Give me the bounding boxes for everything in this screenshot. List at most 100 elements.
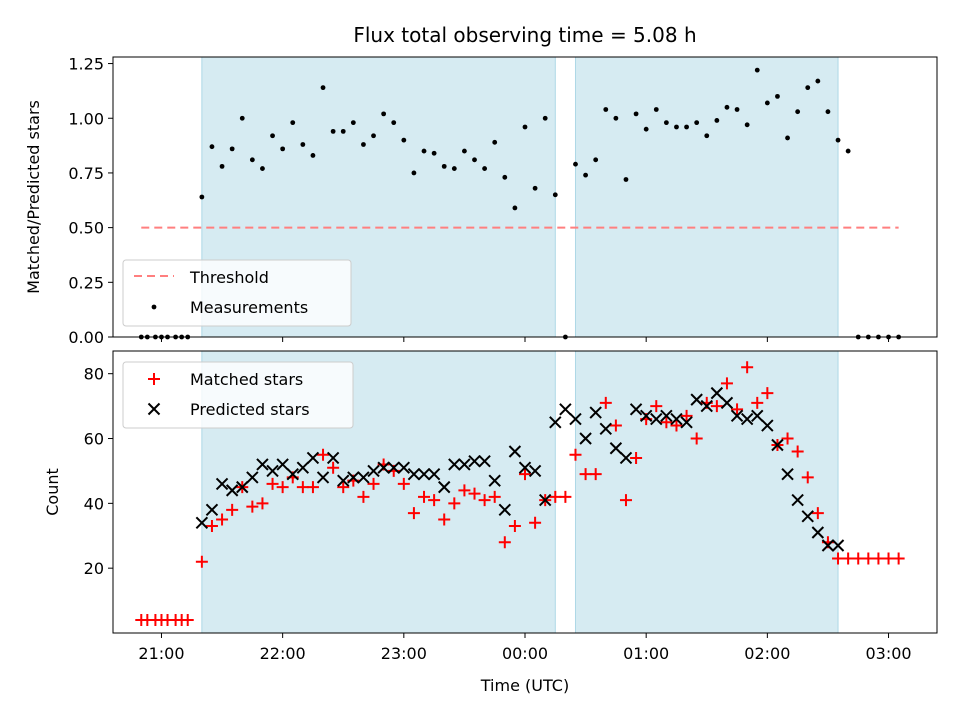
measurement-point: [451, 166, 457, 171]
measurement-point: [209, 144, 215, 150]
bottom-legend-box: [122, 361, 354, 429]
matched-star-point: [549, 490, 562, 503]
predicted-star-point: [458, 458, 471, 471]
matched-star-point: [428, 494, 441, 507]
predicted-star-point: [751, 409, 764, 423]
matched-star-point: [418, 490, 431, 503]
predicted-star-point: [246, 471, 259, 484]
predicted-star-point: [417, 467, 431, 481]
measurement-point: [300, 142, 306, 147]
matched-star-point: [357, 490, 370, 503]
matched-star-point: [862, 552, 875, 565]
legend-matched-swatch: [148, 373, 160, 385]
measurement-point: [280, 146, 286, 152]
matched-star-point: [226, 503, 239, 516]
top-y-tick-label: 1.00: [68, 109, 104, 128]
predicted-star-point: [357, 471, 370, 484]
predicted-star-point: [650, 412, 663, 426]
matched-star-point: [256, 497, 269, 510]
top-y-tick-label: 0.50: [68, 219, 104, 238]
matched-star-point: [609, 419, 622, 432]
predicted-star-point: [660, 409, 673, 423]
measurement-point: [805, 85, 811, 91]
predicted-star-point: [771, 438, 784, 452]
measurement-point: [573, 161, 578, 167]
measurement-point: [219, 163, 225, 169]
bottom-observing-window-2: [574, 350, 839, 634]
matched-star-point: [468, 487, 481, 500]
legend-predicted-swatch: [147, 402, 161, 416]
measurement-point: [502, 174, 508, 180]
measurement-point: [239, 115, 245, 121]
predicted-star-point: [791, 493, 804, 507]
measurement-point: [249, 157, 255, 163]
predicted-star-point: [730, 409, 744, 423]
predicted-star-point: [639, 409, 653, 423]
legend-measurements-swatch: [151, 304, 157, 310]
top-observing-windows: [201, 56, 839, 338]
predicted-star-point: [256, 458, 269, 471]
top-x-tick-marks: [160, 337, 890, 342]
matched-star-point: [276, 481, 289, 494]
matched-star-point: [690, 432, 703, 445]
predicted-star-point: [518, 461, 532, 474]
bottom-x-tick-label: 00:00: [502, 644, 548, 663]
measurement-point: [391, 120, 397, 126]
predicted-star-point: [286, 467, 299, 481]
bottom-y-tick-label: 80: [84, 365, 104, 384]
matched-star-point: [205, 520, 218, 533]
measurement-point: [330, 128, 336, 134]
predicted-star-point: [347, 471, 360, 484]
matched-star-point: [630, 451, 643, 464]
matched-star-point: [781, 432, 794, 445]
matched-star-point: [195, 555, 208, 568]
matched-star-point: [488, 490, 501, 503]
measurement-point: [643, 126, 649, 132]
matched-star-point: [720, 377, 733, 390]
predicted-star-point: [377, 461, 390, 474]
measurement-point: [764, 100, 770, 106]
bottom-y-tick-label: 60: [84, 430, 104, 449]
measurement-point: [795, 109, 801, 115]
measurement-point: [603, 107, 609, 112]
predicted-star-point: [720, 396, 734, 410]
measurement-point: [340, 128, 346, 134]
legend-threshold-label: Threshold: [189, 268, 269, 287]
measurement-point: [704, 133, 710, 139]
predicted-star-point: [195, 516, 209, 530]
measurement-point: [663, 120, 669, 126]
matched-star-point: [181, 614, 194, 627]
bottom-x-tick-label: 03:00: [865, 644, 911, 663]
measurement-point: [542, 115, 548, 121]
measurement-point: [492, 139, 498, 145]
predicted-star-point: [559, 403, 572, 416]
predicted-star-point: [367, 464, 380, 478]
predicted-star-point: [427, 467, 441, 481]
matched-star-point: [710, 400, 723, 413]
measurement-point: [684, 124, 689, 130]
matched-star-point: [306, 481, 319, 494]
bottom-x-tick-label: 23:00: [381, 644, 427, 663]
matched-star-point: [579, 468, 592, 481]
measurement-point: [482, 166, 488, 171]
bottom-x-tick-label: 02:00: [744, 644, 790, 663]
predicted-star-point: [387, 461, 400, 474]
bottom-x-tick-label: 22:00: [260, 644, 306, 663]
matched-star-point: [529, 516, 542, 529]
measurement-point: [431, 150, 437, 156]
matched-star-point: [670, 419, 683, 432]
matched-star-point: [519, 468, 531, 481]
predicted-star-point: [569, 412, 582, 426]
matched-star-point: [296, 481, 309, 494]
measurement-point: [320, 85, 326, 91]
top-y-tick-label: 0.25: [68, 273, 104, 292]
measurement-point: [613, 115, 619, 121]
measurement-point: [694, 120, 700, 126]
predicted-star-point: [740, 412, 754, 426]
matched-star-point: [216, 513, 229, 526]
measurement-point: [754, 67, 760, 73]
measurement-point: [845, 148, 851, 154]
measurement-point: [350, 120, 356, 126]
predicted-star-point: [296, 461, 310, 474]
